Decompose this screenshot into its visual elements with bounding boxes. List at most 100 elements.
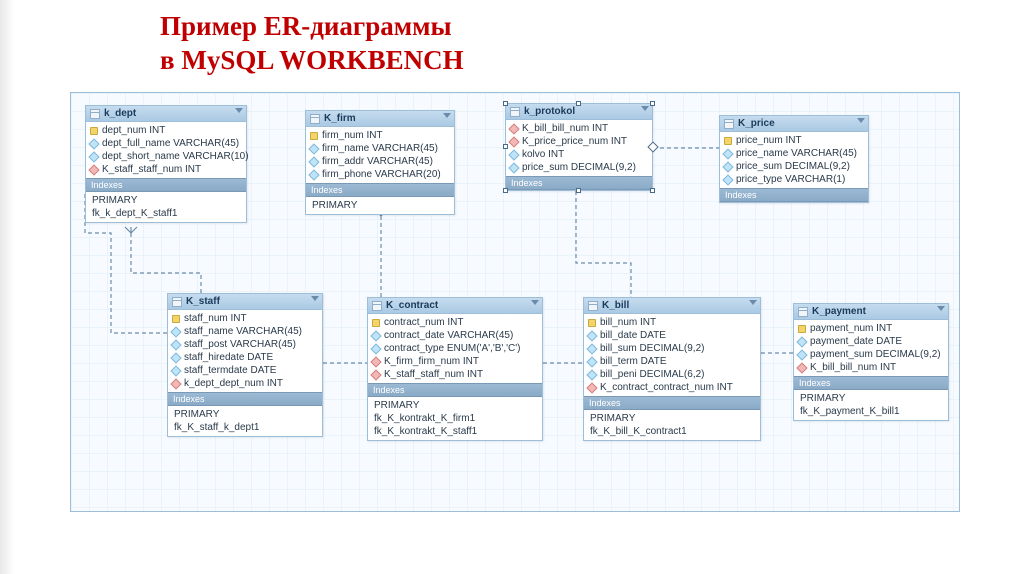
resize-handle[interactable] bbox=[503, 188, 508, 193]
entity-k_dept[interactable]: k_dept dept_num INTdept_full_name VARCHAR… bbox=[85, 105, 247, 223]
column-row[interactable]: K_staff_staff_num INT bbox=[368, 368, 542, 381]
index-row[interactable]: PRIMARY bbox=[368, 399, 542, 412]
column-text: price_num INT bbox=[736, 135, 802, 146]
column-row[interactable]: price_type VARCHAR(1) bbox=[720, 173, 868, 186]
column-text: staff_name VARCHAR(45) bbox=[184, 326, 302, 337]
relationship-line[interactable] bbox=[131, 233, 201, 293]
column-row[interactable]: staff_hiredate DATE bbox=[168, 351, 322, 364]
index-row[interactable]: fk_K_staff_k_dept1 bbox=[168, 421, 322, 434]
indexes-bar[interactable]: Indexes bbox=[86, 178, 246, 192]
collapse-icon[interactable] bbox=[937, 306, 945, 311]
relationship-line[interactable] bbox=[576, 191, 631, 297]
collapse-icon[interactable] bbox=[531, 300, 539, 305]
column-row[interactable]: price_sum DECIMAL(9,2) bbox=[506, 161, 652, 174]
indexes-bar[interactable]: Indexes bbox=[794, 376, 948, 390]
collapse-icon[interactable] bbox=[235, 108, 243, 113]
column-row[interactable]: staff_name VARCHAR(45) bbox=[168, 325, 322, 338]
column-row[interactable]: staff_termdate DATE bbox=[168, 364, 322, 377]
entity-header[interactable]: K_staff bbox=[168, 294, 322, 310]
column-row[interactable]: price_name VARCHAR(45) bbox=[720, 147, 868, 160]
column-row[interactable]: staff_post VARCHAR(45) bbox=[168, 338, 322, 351]
resize-handle[interactable] bbox=[503, 144, 508, 149]
entity-header[interactable]: K_payment bbox=[794, 304, 948, 320]
column-text: staff_num INT bbox=[184, 313, 247, 324]
resize-handle[interactable] bbox=[576, 101, 581, 106]
diagram-canvas[interactable]: k_dept dept_num INTdept_full_name VARCHAR… bbox=[70, 92, 960, 512]
column-row[interactable]: staff_num INT bbox=[168, 312, 322, 325]
column-row[interactable]: K_price_price_num INT bbox=[506, 135, 652, 148]
collapse-icon[interactable] bbox=[443, 113, 451, 118]
column-row[interactable]: bill_term DATE bbox=[584, 355, 760, 368]
column-row[interactable]: K_contract_contract_num INT bbox=[584, 381, 760, 394]
column-row[interactable]: price_sum DECIMAL(9,2) bbox=[720, 160, 868, 173]
index-row[interactable]: fk_K_kontrakt_K_staff1 bbox=[368, 425, 542, 438]
column-row[interactable]: K_bill_bill_num INT bbox=[794, 361, 948, 374]
entity-k_contract[interactable]: K_contract contract_num INTcontract_date … bbox=[367, 297, 543, 441]
column-row[interactable]: payment_num INT bbox=[794, 322, 948, 335]
column-row[interactable]: firm_phone VARCHAR(20) bbox=[306, 168, 454, 181]
index-row[interactable]: PRIMARY bbox=[306, 199, 454, 212]
index-row[interactable]: fk_k_dept_K_staff1 bbox=[86, 207, 246, 220]
column-icon bbox=[586, 343, 597, 354]
indexes-bar[interactable]: Indexes bbox=[306, 183, 454, 197]
entity-title: K_payment bbox=[812, 306, 866, 317]
entity-k_protokol[interactable]: k_protokol K_bill_bill_num INTK_price_pri… bbox=[505, 103, 653, 191]
collapse-icon[interactable] bbox=[857, 118, 865, 123]
entity-header[interactable]: K_contract bbox=[368, 298, 542, 314]
entity-header[interactable]: K_price bbox=[720, 116, 868, 132]
column-row[interactable]: K_bill_bill_num INT bbox=[506, 122, 652, 135]
entity-k_firm[interactable]: K_firmfirm_num INTfirm_name VARCHAR(45)f… bbox=[305, 110, 455, 215]
index-row[interactable]: fk_K_bill_K_contract1 bbox=[584, 425, 760, 438]
collapse-icon[interactable] bbox=[311, 296, 319, 301]
fk-icon bbox=[88, 164, 99, 175]
index-row[interactable]: fk_K_payment_K_bill1 bbox=[794, 405, 948, 418]
column-row[interactable]: bill_sum DECIMAL(9,2) bbox=[584, 342, 760, 355]
column-row[interactable]: bill_num INT bbox=[584, 316, 760, 329]
index-row[interactable]: fk_K_kontrakt_K_firm1 bbox=[368, 412, 542, 425]
entity-header[interactable]: k_protokol bbox=[506, 104, 652, 120]
column-row[interactable]: dept_full_name VARCHAR(45) bbox=[86, 137, 246, 150]
entity-k_bill[interactable]: K_bill bill_num INTbill_date DATEbill_sum… bbox=[583, 297, 761, 441]
entity-header[interactable]: k_dept bbox=[86, 106, 246, 122]
indexes-bar[interactable]: Indexes bbox=[368, 383, 542, 397]
column-row[interactable]: bill_date DATE bbox=[584, 329, 760, 342]
column-icon bbox=[170, 326, 181, 337]
columns-section: firm_num INTfirm_name VARCHAR(45)firm_ad… bbox=[306, 127, 454, 183]
column-text: firm_phone VARCHAR(20) bbox=[322, 169, 441, 180]
column-row[interactable]: contract_date VARCHAR(45) bbox=[368, 329, 542, 342]
entity-k_payment[interactable]: K_payment payment_num INTpayment_date DAT… bbox=[793, 303, 949, 421]
column-row[interactable]: payment_date DATE bbox=[794, 335, 948, 348]
indexes-bar[interactable]: Indexes bbox=[720, 188, 868, 202]
entity-header[interactable]: K_bill bbox=[584, 298, 760, 314]
column-row[interactable]: firm_addr VARCHAR(45) bbox=[306, 155, 454, 168]
index-row[interactable]: PRIMARY bbox=[86, 194, 246, 207]
resize-handle[interactable] bbox=[503, 101, 508, 106]
resize-handle[interactable] bbox=[650, 188, 655, 193]
column-row[interactable]: k_dept_dept_num INT bbox=[168, 377, 322, 390]
column-row[interactable]: bill_peni DECIMAL(6,2) bbox=[584, 368, 760, 381]
column-row[interactable]: contract_num INT bbox=[368, 316, 542, 329]
column-row[interactable]: payment_sum DECIMAL(9,2) bbox=[794, 348, 948, 361]
entity-k_price[interactable]: K_price price_num INTprice_name VARCHAR(4… bbox=[719, 115, 869, 203]
column-row[interactable]: price_num INT bbox=[720, 134, 868, 147]
indexes-bar[interactable]: Indexes bbox=[168, 392, 322, 406]
column-row[interactable]: firm_name VARCHAR(45) bbox=[306, 142, 454, 155]
entity-header[interactable]: K_firm bbox=[306, 111, 454, 127]
column-row[interactable]: K_firm_firm_num INT bbox=[368, 355, 542, 368]
entity-k_staff[interactable]: K_staff staff_num INT staff_name VARCHAR(4… bbox=[167, 293, 323, 437]
index-row[interactable]: PRIMARY bbox=[168, 408, 322, 421]
column-row[interactable]: dept_short_name VARCHAR(10) bbox=[86, 150, 246, 163]
index-row[interactable]: PRIMARY bbox=[584, 412, 760, 425]
resize-handle[interactable] bbox=[576, 188, 581, 193]
column-row[interactable]: K_staff_staff_num INT bbox=[86, 163, 246, 176]
column-icon bbox=[796, 349, 807, 360]
indexes-bar[interactable]: Indexes bbox=[584, 396, 760, 410]
column-row[interactable]: firm_num INT bbox=[306, 129, 454, 142]
collapse-icon[interactable] bbox=[641, 106, 649, 111]
resize-handle[interactable] bbox=[650, 101, 655, 106]
collapse-icon[interactable] bbox=[749, 300, 757, 305]
index-row[interactable]: PRIMARY bbox=[794, 392, 948, 405]
column-row[interactable]: contract_type ENUM('A','B','C') bbox=[368, 342, 542, 355]
column-row[interactable]: dept_num INT bbox=[86, 124, 246, 137]
column-row[interactable]: kolvo INT bbox=[506, 148, 652, 161]
